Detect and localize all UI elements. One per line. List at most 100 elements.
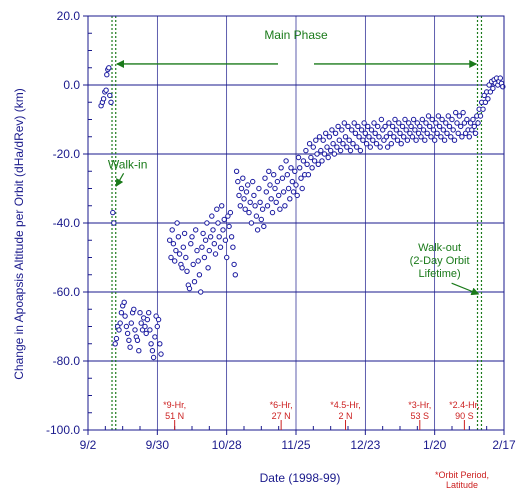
data-point: [267, 182, 273, 188]
data-point: [204, 220, 210, 226]
data-point: [310, 144, 316, 150]
data-point: [403, 127, 409, 133]
data-point: [422, 137, 428, 143]
x-tick-label: 10/28: [212, 438, 242, 452]
data-point: [454, 120, 460, 126]
data-point: [433, 120, 439, 126]
orbit-note-line: *6-Hr,: [270, 400, 293, 410]
data-point: [355, 123, 361, 130]
data-point: [247, 199, 253, 206]
data-point: [202, 237, 209, 243]
data-point: [477, 113, 484, 119]
data-point: [354, 144, 360, 150]
data-point: [349, 127, 355, 133]
data-point: [155, 316, 162, 323]
data-point: [427, 123, 433, 130]
data-point: [318, 147, 324, 154]
data-point: [186, 285, 193, 292]
data-point: [226, 223, 232, 230]
data-point: [388, 141, 394, 147]
data-point: [311, 158, 318, 164]
data-point: [357, 147, 364, 154]
data-point: [383, 134, 390, 140]
data-point: [335, 123, 341, 130]
data-point: [262, 175, 268, 181]
data-point: [172, 258, 178, 264]
data-point: [420, 127, 427, 133]
data-point: [290, 189, 297, 195]
orbit-note-line: 27 N: [272, 411, 291, 421]
data-point: [168, 254, 174, 261]
data-point: [136, 348, 142, 354]
footnote: *Orbit Period, Latitude: [435, 470, 489, 490]
data-point: [261, 223, 267, 230]
data-point: [331, 151, 338, 157]
data-point: [467, 120, 474, 126]
data-point: [432, 137, 438, 143]
data-point: [401, 134, 407, 140]
data-point: [188, 241, 194, 247]
data-point: [313, 137, 319, 143]
data-point: [444, 130, 450, 137]
data-point: [127, 344, 133, 350]
y-tick-label: -20.0: [53, 147, 81, 161]
data-point: [117, 320, 123, 326]
data-point: [220, 227, 226, 233]
data-point: [481, 92, 487, 99]
data-point: [295, 154, 302, 161]
data-point: [367, 144, 373, 150]
data-point: [238, 185, 245, 192]
x-tick-label: 9/2: [80, 438, 97, 452]
data-point: [216, 234, 222, 240]
data-point: [257, 199, 263, 206]
data-point: [206, 247, 213, 254]
data-point: [409, 134, 416, 140]
data-point: [243, 189, 250, 195]
data-point: [445, 113, 451, 119]
data-point: [246, 209, 252, 216]
data-point: [150, 354, 157, 361]
data-point: [419, 116, 425, 123]
data-point: [441, 137, 448, 143]
orbit-note: *4.5-Hr, 2 N: [330, 400, 361, 421]
data-point: [264, 203, 271, 209]
data-point: [122, 313, 128, 319]
data-point: [413, 137, 419, 143]
data-point: [170, 241, 177, 247]
orbit-note-line: *4.5-Hr,: [330, 400, 361, 410]
y-tick-label: 0.0: [63, 78, 80, 92]
data-point: [199, 244, 205, 250]
data-point: [425, 113, 432, 119]
data-point: [285, 185, 292, 192]
data-point: [418, 134, 424, 140]
data-point: [471, 123, 477, 130]
walk-out-arrow: [451, 282, 480, 296]
data-point: [309, 165, 315, 171]
data-point: [453, 109, 459, 116]
data-point: [366, 134, 372, 140]
data-point: [268, 196, 274, 202]
data-point: [373, 141, 380, 147]
data-point: [475, 120, 481, 126]
data-point: [132, 327, 138, 333]
phase-lines: [111, 16, 483, 430]
data-point: [248, 220, 255, 226]
footnote-text-line: *Orbit Period,: [435, 470, 489, 480]
data-point: [345, 123, 351, 130]
data-point: [332, 130, 339, 137]
orbit-note: *3-Hr, 53 S: [408, 400, 431, 421]
data-point: [148, 341, 154, 347]
data-point: [283, 158, 289, 164]
footnote-text: *Orbit Period, Latitude: [435, 470, 489, 490]
data-point: [271, 172, 277, 178]
data-point: [361, 120, 367, 126]
data-point: [305, 172, 312, 178]
data-point: [131, 306, 137, 312]
data-point: [173, 247, 179, 254]
data-point: [253, 213, 260, 219]
data-point: [274, 178, 281, 185]
data-point: [126, 337, 132, 343]
data-point: [438, 134, 444, 140]
data-point: [356, 134, 362, 140]
data-point: [299, 185, 305, 192]
